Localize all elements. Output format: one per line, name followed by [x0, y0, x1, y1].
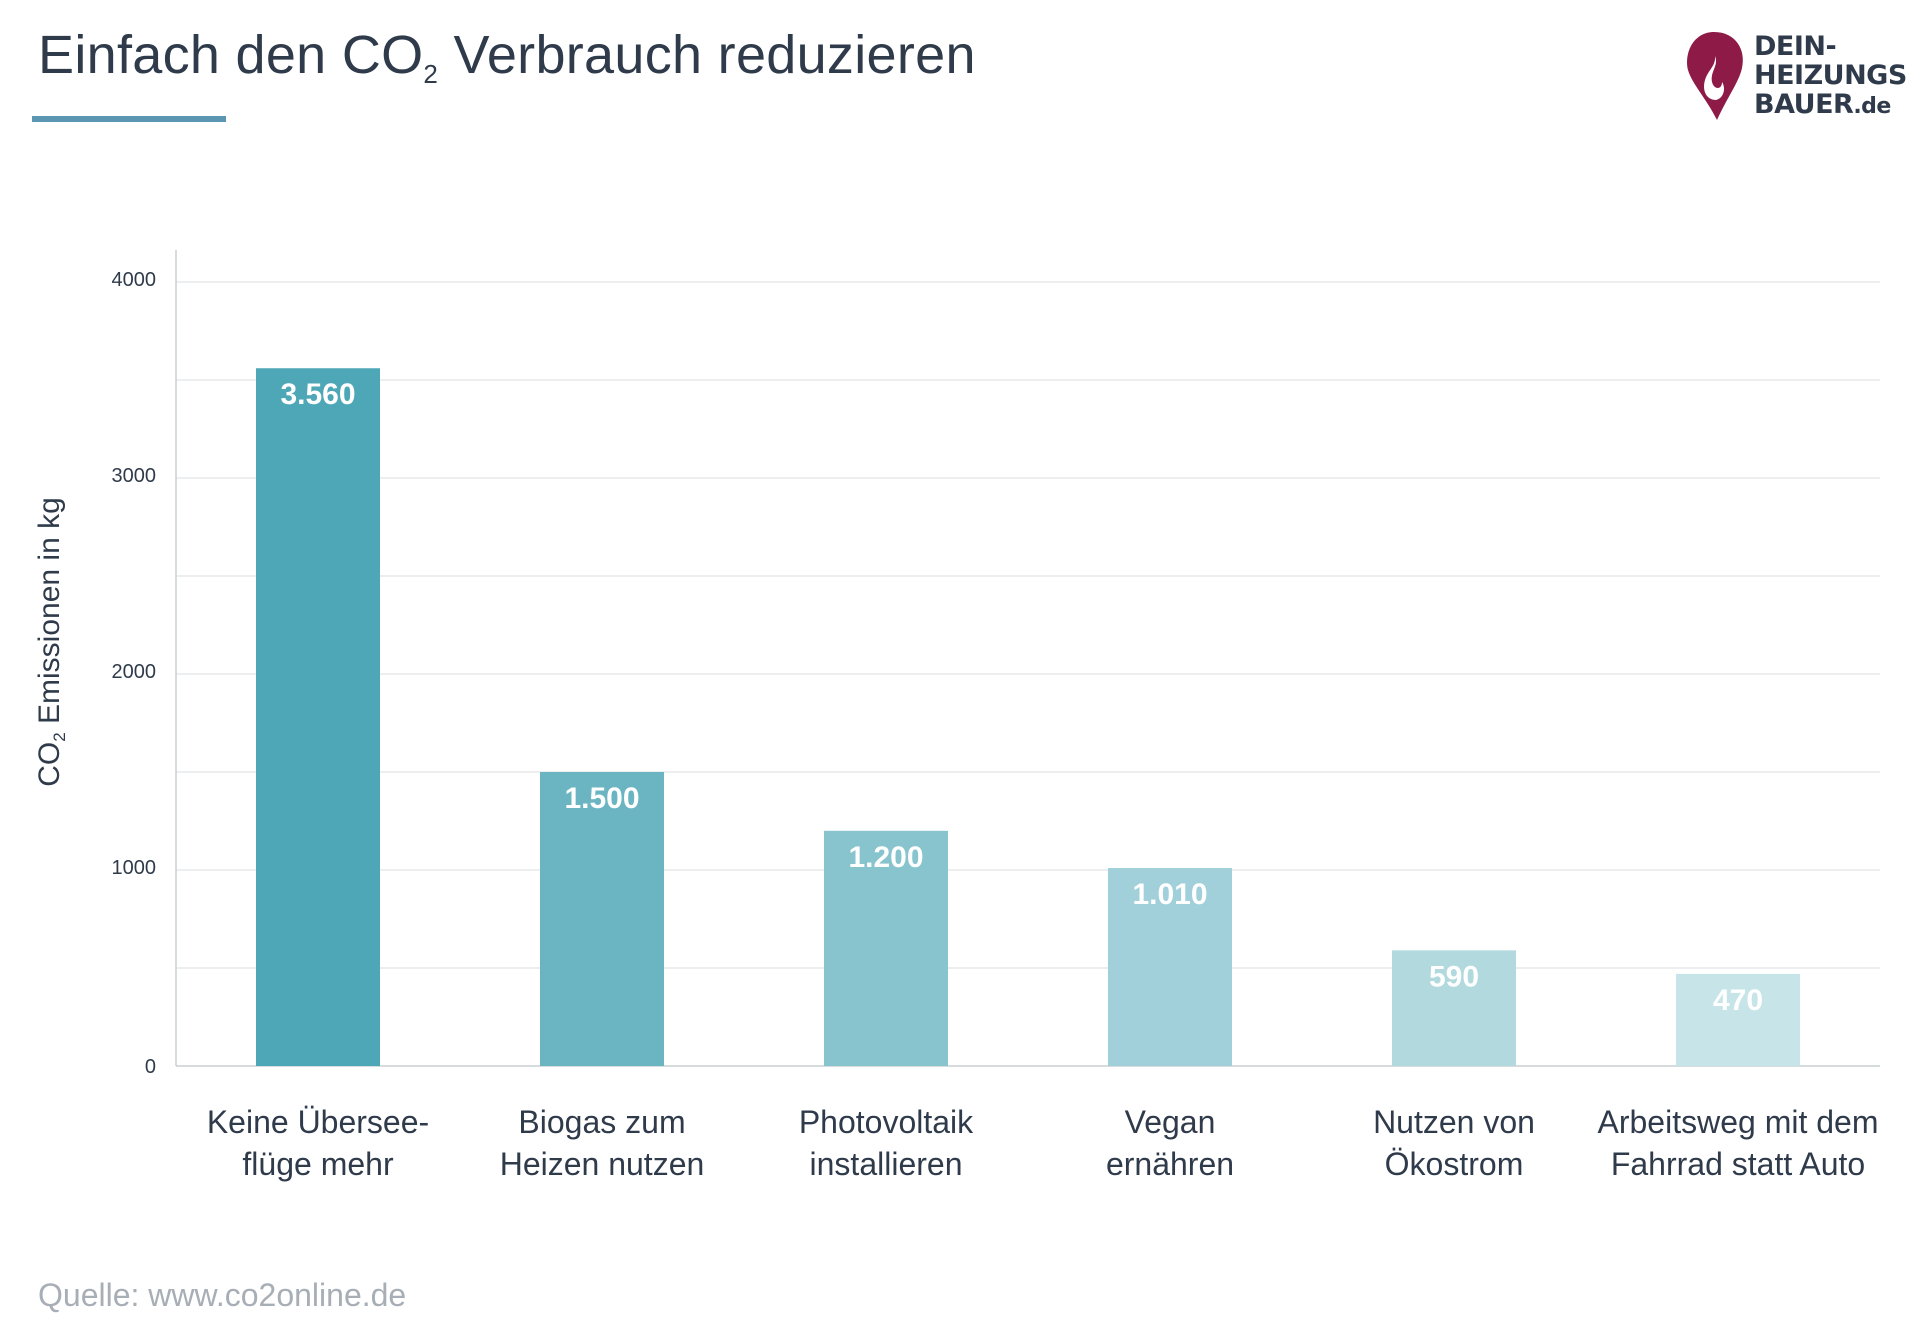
- flame-drop-icon: [1687, 32, 1743, 120]
- title-text-post: Verbrauch reduzieren: [438, 25, 976, 85]
- bar-value-label: 1.010: [1132, 878, 1207, 911]
- brand-logo: DEIN- HEIZUNGS BAUER.de: [1684, 30, 1907, 126]
- x-tick-label: flüge mehr: [242, 1146, 394, 1182]
- bar: [540, 772, 664, 1066]
- title-text-pre: Einfach den CO: [38, 25, 424, 85]
- y-tick-label: 0: [145, 1056, 156, 1078]
- source-note: Quelle: www.co2online.de: [38, 1277, 407, 1313]
- title-subscript: 2: [423, 59, 439, 89]
- x-tick-label: ernähren: [1106, 1146, 1234, 1182]
- x-tick-label: Fahrrad statt Auto: [1611, 1146, 1865, 1182]
- x-tick-label: installieren: [810, 1146, 963, 1182]
- bar-value-label: 3.560: [280, 378, 355, 411]
- bar: [824, 830, 948, 1066]
- logo-line-3: BAUER.de: [1754, 90, 1907, 121]
- logo-line-1: DEIN-: [1754, 31, 1837, 62]
- bar-value-label: 1.200: [848, 841, 923, 874]
- x-tick-label: Photovoltaik: [799, 1104, 974, 1140]
- bar: [1392, 950, 1516, 1066]
- x-tick-label: Biogas zum: [518, 1104, 685, 1140]
- y-tick-label: 1000: [112, 857, 157, 879]
- x-tick-label: Keine Übersee-: [207, 1104, 429, 1140]
- bar-value-label: 590: [1429, 960, 1479, 993]
- logo-wordmark: DEIN- HEIZUNGS BAUER.de: [1754, 32, 1907, 121]
- x-tick-label: Ökostrom: [1385, 1146, 1524, 1182]
- y-tick-label: 3000: [112, 465, 157, 487]
- x-tick-label: Arbeitsweg mit dem: [1598, 1104, 1879, 1140]
- logo-line-3-main: BAUER: [1754, 89, 1854, 120]
- y-tick-label: 2000: [112, 661, 157, 683]
- y-tick-label: 4000: [112, 269, 157, 291]
- x-tick-label: Nutzen von: [1373, 1104, 1535, 1140]
- bar: [1676, 973, 1800, 1066]
- page-title: Einfach den CO2 Verbrauch reduzieren: [38, 24, 976, 89]
- bar: [1108, 868, 1232, 1066]
- x-tick-label: Vegan: [1125, 1104, 1216, 1140]
- bar: [256, 368, 380, 1066]
- title-underline: [32, 116, 226, 122]
- logo-suffix: .de: [1853, 94, 1891, 119]
- x-tick-label: Heizen nutzen: [500, 1146, 705, 1182]
- bar-value-label: 470: [1713, 984, 1763, 1017]
- logo-line-2: HEIZUNGS: [1754, 60, 1907, 91]
- bar-value-label: 1.500: [564, 782, 639, 815]
